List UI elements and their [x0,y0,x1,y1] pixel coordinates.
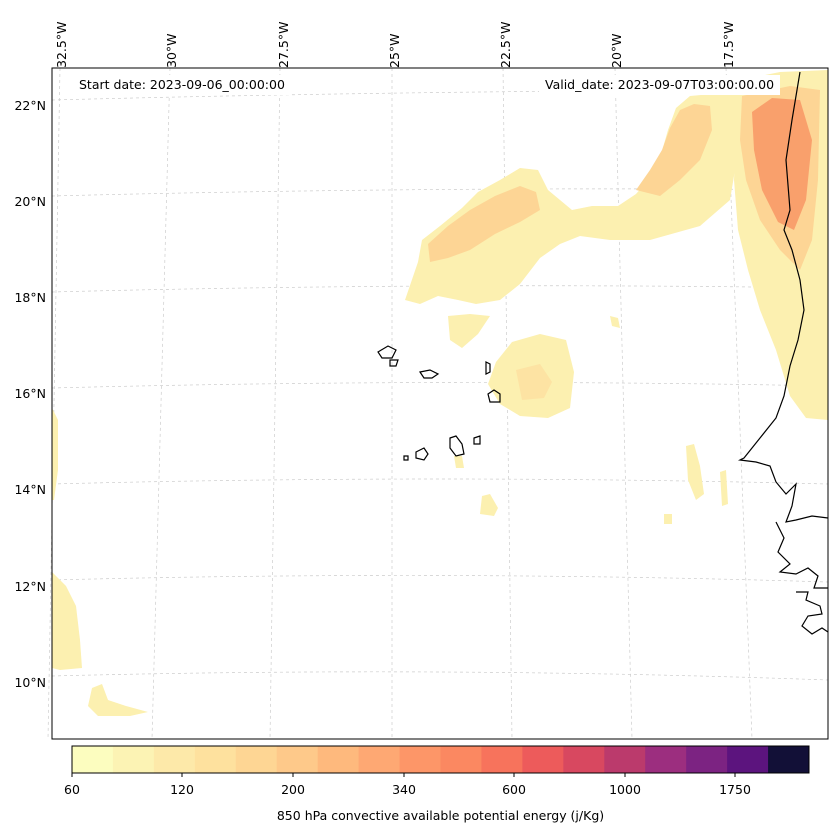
start-date-label: Start date: 2023-09-06_00:00:00 [73,75,291,95]
colorbar-swatch [686,746,728,773]
cape-area-small-south [480,494,498,516]
cape-area-small-south-3 [454,456,464,468]
colorbar-swatch [645,746,687,773]
cape-area-small-south-2 [664,514,672,524]
cape-area-islands-core [516,364,552,400]
colorbar-swatch [522,746,564,773]
lat-label-10n: 10°N [14,675,46,690]
colorbar-frame [71,745,810,774]
island-fogo [415,447,429,461]
cape-area-north-band-east [636,104,712,196]
colorbar-swatch [72,746,114,773]
lon-label-20w: 20°W [609,33,624,68]
lon-label-30w: 30°W [164,33,179,68]
colorbar-tick-label: 1750 [719,782,751,797]
colorbar-swatch [727,746,769,773]
island-sao-vicente [389,359,399,367]
colorbar-tick-label: 120 [170,782,194,797]
island-brava [403,455,409,461]
colorbar-tick-label: 200 [281,782,305,797]
colorbar-swatch [112,746,155,773]
island-sal [485,361,491,375]
lat-label-16n: 16°N [14,386,46,401]
cape-area-small-north-2 [448,314,490,348]
colorbar-swatch [153,746,196,773]
colorbar-swatch [440,746,482,773]
graticule [47,67,829,740]
colorbar-swatch [358,746,401,773]
colorbar-swatch [563,746,605,773]
cape-field [52,70,828,716]
cape-area-north-band [405,92,740,304]
cape-area-north-band-core [428,186,540,262]
colorbar-swatch [399,746,441,773]
colorbar-tick-label: 340 [392,782,416,797]
coastlines [377,71,829,635]
colorbar-swatch [194,746,237,773]
colorbar-swatch [235,746,278,773]
lat-label-14n: 14°N [14,482,46,497]
colorbar-swatch [481,746,523,773]
cape-area-west-coast [52,572,82,670]
lon-label-27-5w: 27.5°W [276,21,291,68]
colorbar-swatch [276,746,319,773]
cape-area-west-edge [52,408,58,500]
island-santo-antao [377,345,397,359]
cape-area-small-east-2 [720,470,728,506]
africa-coastline-south [775,521,828,589]
lat-label-20n: 20°N [14,194,46,209]
valid-date-label: Valid_date: 2023-09-07T03:00:00.00 [539,75,781,95]
colorbar [71,745,810,777]
island-santiago [449,435,465,457]
cape-area-southwest-blob [88,684,148,716]
africa-coastline-islands [796,591,829,635]
colorbar-tick-label: 60 [64,782,80,797]
cape-area-coastal-core [752,98,812,230]
island-sao-nicolau [419,369,440,379]
colorbar-title: 850 hPa convective available potential e… [276,808,605,823]
colorbar-tick-label: 1000 [609,782,641,797]
colorbar-swatch [604,746,646,773]
lat-label-22n: 22°N [14,98,46,113]
africa-coastline [737,71,829,523]
lon-label-22-5w: 22.5°W [498,21,513,68]
map-frame [51,67,829,740]
colorbar-tick-label: 600 [502,782,526,797]
island-maio [473,435,481,445]
lat-label-18n: 18°N [14,290,46,305]
lat-label-12n: 12°N [14,579,46,594]
lon-label-25w: 25°W [387,33,402,68]
lon-label-32-5w: 32.5°W [54,21,69,68]
lon-label-17-5w: 17.5°W [721,21,736,68]
cape-area-small-north [610,316,620,328]
colorbar-swatch [768,746,810,773]
cape-area-small-east-1 [686,444,704,500]
colorbar-swatch [317,746,360,773]
island-boa-vista [487,389,501,403]
